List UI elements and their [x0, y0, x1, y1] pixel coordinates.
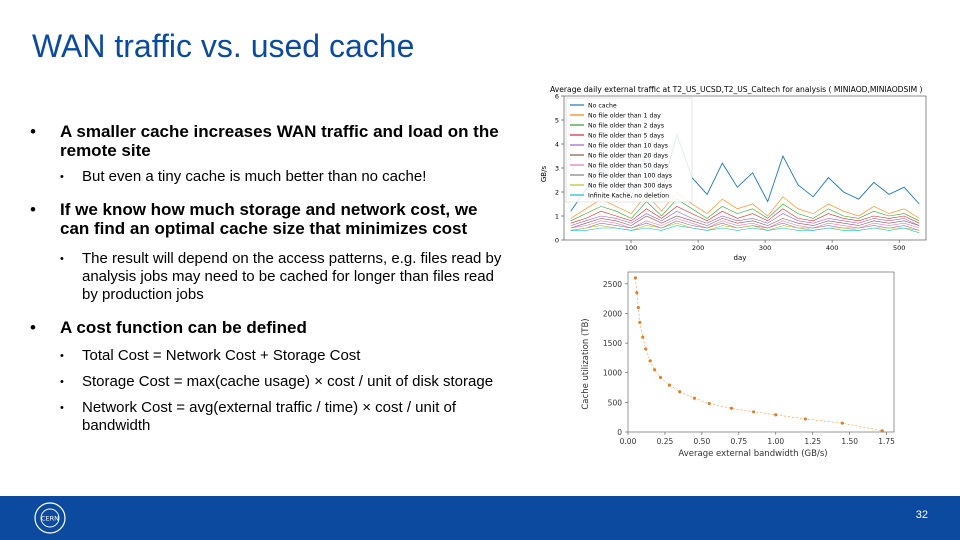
chart2-data-point — [752, 410, 756, 414]
chart2-data-point — [692, 396, 697, 400]
chart2-ytick-label: 2500 — [603, 280, 622, 289]
chart1-title: Average daily external traffic at T2_US_… — [550, 85, 923, 94]
chart2-ylabel: Cache utilization (TB) — [581, 318, 591, 409]
chart1-legend-label: No cache — [588, 102, 617, 109]
chart2-data-point — [729, 406, 733, 410]
chart2-xtick-label: 0.00 — [620, 437, 637, 446]
chart1-legend-label: No file older than 50 days — [588, 162, 668, 169]
chart1-ytick-label: 0 — [555, 237, 559, 245]
chart2-xlabel: Average external bandwidth (GB/s) — [678, 449, 827, 459]
bullet-3-text: A cost function can be defined — [60, 318, 307, 337]
chart1-series-line — [570, 215, 920, 229]
chart2-xtick-label: 1.75 — [878, 437, 895, 446]
sub-bullet-3-3: • Network Cost = avg(external traffic / t… — [60, 399, 457, 434]
chart1-series-line — [570, 225, 920, 234]
chart1-legend-label: No file older than 10 days — [588, 142, 668, 149]
sub-bullet-1-1-text: But even a tiny cache is much better tha… — [82, 168, 427, 185]
chart2-ytick-label: 1500 — [603, 339, 622, 348]
bullet-list: • A smaller cache increases WAN traffic a… — [30, 122, 510, 435]
sub-bullet-3-1: • Total Cost = Network Cost + Storage Cos… — [60, 347, 361, 364]
chart1-series-line — [570, 218, 920, 229]
sub-bullet-2-1-text: The result will depend on the access pat… — [82, 250, 502, 303]
chart1-xtick-label: 200 — [692, 244, 704, 252]
bullet-1: • A smaller cache increases WAN traffic a… — [30, 122, 499, 160]
chart2-data-point — [638, 320, 642, 324]
chart2-data-point — [840, 421, 844, 425]
sub-bullet-3-1-text: Total Cost = Network Cost + Storage Cost — [82, 347, 361, 364]
footer-bar — [0, 496, 960, 540]
chart1-xtick-label: 500 — [893, 244, 905, 252]
chart1-ytick-label: 4 — [555, 141, 559, 149]
chart2-xtick-label: 0.25 — [657, 437, 674, 446]
chart2-data-point — [707, 402, 711, 406]
chart2-xtick-label: 1.50 — [841, 437, 858, 446]
bullet-3: • A cost function can be defined — [30, 318, 307, 337]
chart1-ylabel: GB/s — [540, 166, 548, 183]
chart1-ytick-label: 5 — [555, 117, 559, 125]
chart1-legend-label: No file older than 1 day — [588, 112, 661, 119]
sub-bullet-3-2: • Storage Cost = max(cache usage) × cost … — [60, 373, 494, 390]
chart1-legend-box — [565, 97, 693, 203]
chart1-xtick-label: 100 — [625, 244, 637, 252]
chart2-xtick-label: 0.50 — [694, 437, 711, 446]
chart1-xtick-label: 400 — [826, 244, 838, 252]
chart1-xtick-label: 300 — [759, 244, 771, 252]
chart1-series-line — [570, 206, 920, 224]
sub-bullet-3-3-text: Network Cost = avg(external traffic / ti… — [82, 399, 457, 434]
slide-title: WAN traffic vs. used cache — [32, 28, 415, 64]
chart1-legend-label: No file older than 300 days — [588, 182, 672, 189]
chart2-data-point — [678, 390, 682, 394]
bullet-2: • If we know how much storage and network… — [30, 200, 478, 238]
chart2-ytick-label: 500 — [608, 398, 623, 407]
chart2-data-point — [774, 413, 778, 417]
chart2-data-point — [803, 417, 807, 421]
cern-logo-icon: CERN — [34, 502, 66, 534]
chart1-legend-label: No file older than 2 days — [588, 122, 664, 129]
page-number: 32 — [915, 509, 928, 521]
chart1-legend-label: No file older than 5 days — [588, 132, 664, 139]
chart2-data-point — [644, 347, 648, 351]
chart2-data-point — [667, 383, 671, 387]
chart2-xtick-label: 0.75 — [730, 437, 747, 446]
chart2-data-point — [648, 359, 652, 363]
chart1-ytick-label: 1 — [555, 213, 559, 221]
chart2-xtick-label: 1.00 — [767, 437, 784, 446]
chart2-data-point — [636, 306, 640, 310]
chart2-data-point — [633, 276, 637, 280]
sub-bullet-1-1: • But even a tiny cache is much better th… — [60, 168, 427, 185]
chart1-ytick-label: 3 — [555, 165, 559, 173]
bullet-2-text: If we know how much storage and network … — [60, 200, 478, 238]
cache-vs-bandwidth-chart: Cache utilization (TB) Average external … — [581, 271, 895, 459]
chart1-legend-label: No file older than 100 days — [588, 172, 672, 179]
chart1-series-line — [570, 198, 920, 222]
chart2-data-point — [658, 375, 663, 380]
traffic-line-chart: Average daily external traffic at T2_US_… — [540, 85, 927, 262]
chart2-data-point — [653, 368, 657, 372]
chart1-legend-label: Infinite Kache, no deletion — [588, 192, 669, 199]
sub-bullet-2-1: • The result will depend on the access pa… — [60, 250, 502, 303]
chart2-data-point — [635, 291, 639, 295]
logo-text: CERN — [41, 515, 59, 523]
chart1-ytick-label: 6 — [555, 93, 559, 101]
chart2-ytick-label: 1000 — [603, 369, 622, 378]
chart1-series-line — [570, 210, 920, 226]
chart1-series-line — [570, 191, 920, 219]
chart2-plot-frame — [627, 271, 895, 433]
chart2-data-point — [641, 335, 645, 339]
chart2-data-point — [880, 429, 884, 433]
chart2-ytick-label: 0 — [617, 428, 622, 437]
bullet-1-text: A smaller cache increases WAN traffic an… — [60, 122, 499, 160]
chart2-ytick-label: 2000 — [603, 309, 622, 318]
chart1-legend-label: No file older than 20 days — [588, 152, 668, 159]
chart2-xtick-label: 1.25 — [804, 437, 821, 446]
chart1-xlabel: day — [734, 254, 747, 262]
sub-bullet-3-2-text: Storage Cost = max(cache usage) × cost /… — [82, 373, 494, 390]
chart2-trend-line — [635, 277, 883, 432]
chart1-ytick-label: 2 — [555, 189, 559, 197]
